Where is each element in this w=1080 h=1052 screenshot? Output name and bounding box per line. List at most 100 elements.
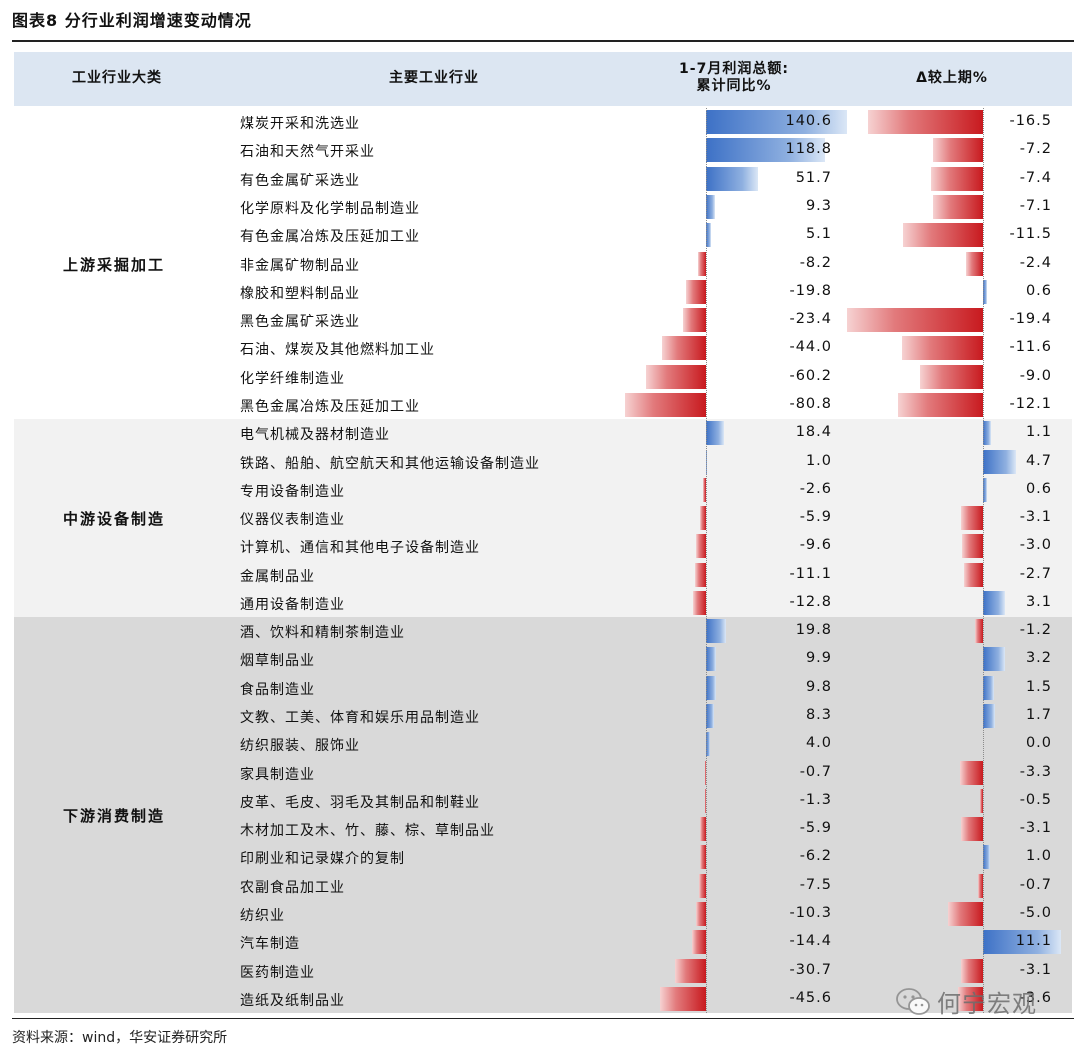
delta-bar [961, 817, 983, 842]
yoy-value: -19.8 [789, 282, 832, 299]
industry-label: 医药制造业 [240, 964, 315, 981]
delta-value: -3.0 [1019, 537, 1052, 554]
yoy-value: 140.6 [785, 113, 832, 130]
industry-label: 汽车制造 [240, 936, 300, 953]
yoy-bar [660, 986, 706, 1011]
yoy-value: -8.2 [799, 254, 832, 271]
delta-value: -12.1 [1009, 395, 1052, 412]
yoy-value: 9.3 [805, 197, 832, 214]
delta-zero-axis [983, 108, 984, 1013]
figure-title: 图表8 分行业利润增速变动情况 [12, 11, 252, 30]
yoy-bar [694, 562, 706, 587]
delta-value: -11.5 [1009, 226, 1052, 243]
table-header: 工业行业大类 主要工业行业 1-7月利润总额: 累计同比% Δ较上期% [14, 52, 1072, 106]
yoy-value: -6.2 [799, 848, 832, 865]
yoy-bar [705, 760, 707, 785]
industry-label: 黑色金属冶炼及压延加工业 [240, 398, 420, 415]
delta-value: -7.2 [1019, 141, 1052, 158]
industry-label: 食品制造业 [240, 681, 315, 698]
yoy-value: -14.4 [789, 933, 832, 950]
yoy-value: 9.9 [805, 650, 832, 667]
delta-value: -3.1 [1019, 509, 1052, 526]
yoy-bar [706, 166, 758, 191]
delta-bar [983, 590, 1005, 615]
delta-bar [948, 901, 983, 926]
delta-bar [966, 251, 983, 276]
header-yoy-line2: 累计同比% [696, 78, 772, 94]
industry-label: 仪器仪表制造业 [240, 512, 345, 529]
industry-label: 石油和天然气开采业 [240, 144, 375, 161]
yoy-zero-axis [706, 108, 707, 1013]
delta-value: -11.6 [1009, 339, 1052, 356]
delta-value: 3.2 [1025, 650, 1052, 667]
delta-value: 3.1 [1025, 593, 1052, 610]
yoy-value: -45.6 [789, 989, 832, 1006]
yoy-value: -0.7 [799, 763, 832, 780]
yoy-value: -11.1 [789, 565, 832, 582]
yoy-bar [706, 138, 825, 163]
industry-label: 专用设备制造业 [240, 483, 345, 500]
delta-value: 1.7 [1025, 707, 1052, 724]
delta-bar [957, 986, 983, 1011]
yoy-bar [696, 534, 706, 559]
yoy-value: -30.7 [789, 961, 832, 978]
delta-value: -3.6 [1019, 989, 1052, 1006]
yoy-value: -60.2 [789, 367, 832, 384]
delta-bar [983, 845, 990, 870]
industry-label: 纺织业 [240, 907, 285, 924]
industry-label: 木材加工及木、竹、藤、棕、草制品业 [240, 823, 495, 840]
industry-label: 纺织服装、服饰业 [240, 738, 360, 755]
industry-label: 铁路、船舶、航空航天和其他运输设备制造业 [240, 455, 540, 472]
yoy-value: 118.8 [785, 141, 832, 158]
yoy-value: -5.9 [799, 820, 832, 837]
industry-label: 化学纤维制造业 [240, 370, 345, 387]
delta-bar [964, 562, 983, 587]
delta-bar [867, 110, 983, 135]
delta-bar [961, 958, 983, 983]
delta-value: -7.1 [1019, 197, 1052, 214]
yoy-bar [698, 873, 706, 898]
industry-label: 烟草制品业 [240, 653, 315, 670]
delta-bar [959, 760, 983, 785]
industry-label: 电气机械及器材制造业 [240, 427, 390, 444]
delta-value: -3.3 [1019, 763, 1052, 780]
yoy-value: -12.8 [789, 593, 832, 610]
delta-bar [983, 647, 1006, 672]
yoy-bar [706, 194, 716, 219]
delta-value: -0.5 [1019, 791, 1052, 808]
yoy-bar [706, 704, 715, 729]
industry-label: 非金属矿物制品业 [240, 257, 360, 274]
delta-bar [979, 788, 983, 813]
delta-value: -2.4 [1019, 254, 1052, 271]
delta-bar [902, 223, 983, 248]
yoy-bar [700, 817, 706, 842]
group-background [14, 419, 1072, 618]
source-note: 资料来源：wind，华安证券研究所 [12, 1030, 228, 1046]
delta-value: -5.0 [1019, 904, 1052, 921]
industry-label: 皮革、毛皮、羽毛及其制品和制鞋业 [240, 794, 480, 811]
yoy-value: -9.6 [799, 537, 832, 554]
delta-value: 1.0 [1025, 848, 1052, 865]
industry-label: 印刷业和记录媒介的复制 [240, 851, 405, 868]
yoy-value: -1.3 [799, 791, 832, 808]
delta-value: 1.5 [1025, 678, 1052, 695]
industry-label: 家具制造业 [240, 766, 315, 783]
yoy-bar [703, 477, 706, 502]
delta-bar [978, 873, 983, 898]
yoy-value: 4.0 [805, 735, 832, 752]
industry-label: 石油、煤炭及其他燃料加工业 [240, 342, 435, 359]
yoy-bar [691, 930, 706, 955]
yoy-bar [675, 958, 706, 983]
industry-label: 文教、工美、体育和娱乐用品制造业 [240, 710, 480, 727]
industry-label: 有色金属冶炼及压延加工业 [240, 229, 420, 246]
yoy-bar [706, 619, 726, 644]
delta-bar [961, 506, 983, 531]
delta-value: 1.1 [1025, 424, 1052, 441]
industry-label: 酒、饮料和精制茶制造业 [240, 625, 405, 642]
delta-bar [983, 704, 995, 729]
industry-label: 造纸及纸制品业 [240, 992, 345, 1009]
delta-value: -1.2 [1019, 622, 1052, 639]
industry-label: 通用设备制造业 [240, 596, 345, 613]
watermark-text: 何宁宏观 [937, 990, 1037, 1018]
delta-value: 4.7 [1025, 452, 1052, 469]
